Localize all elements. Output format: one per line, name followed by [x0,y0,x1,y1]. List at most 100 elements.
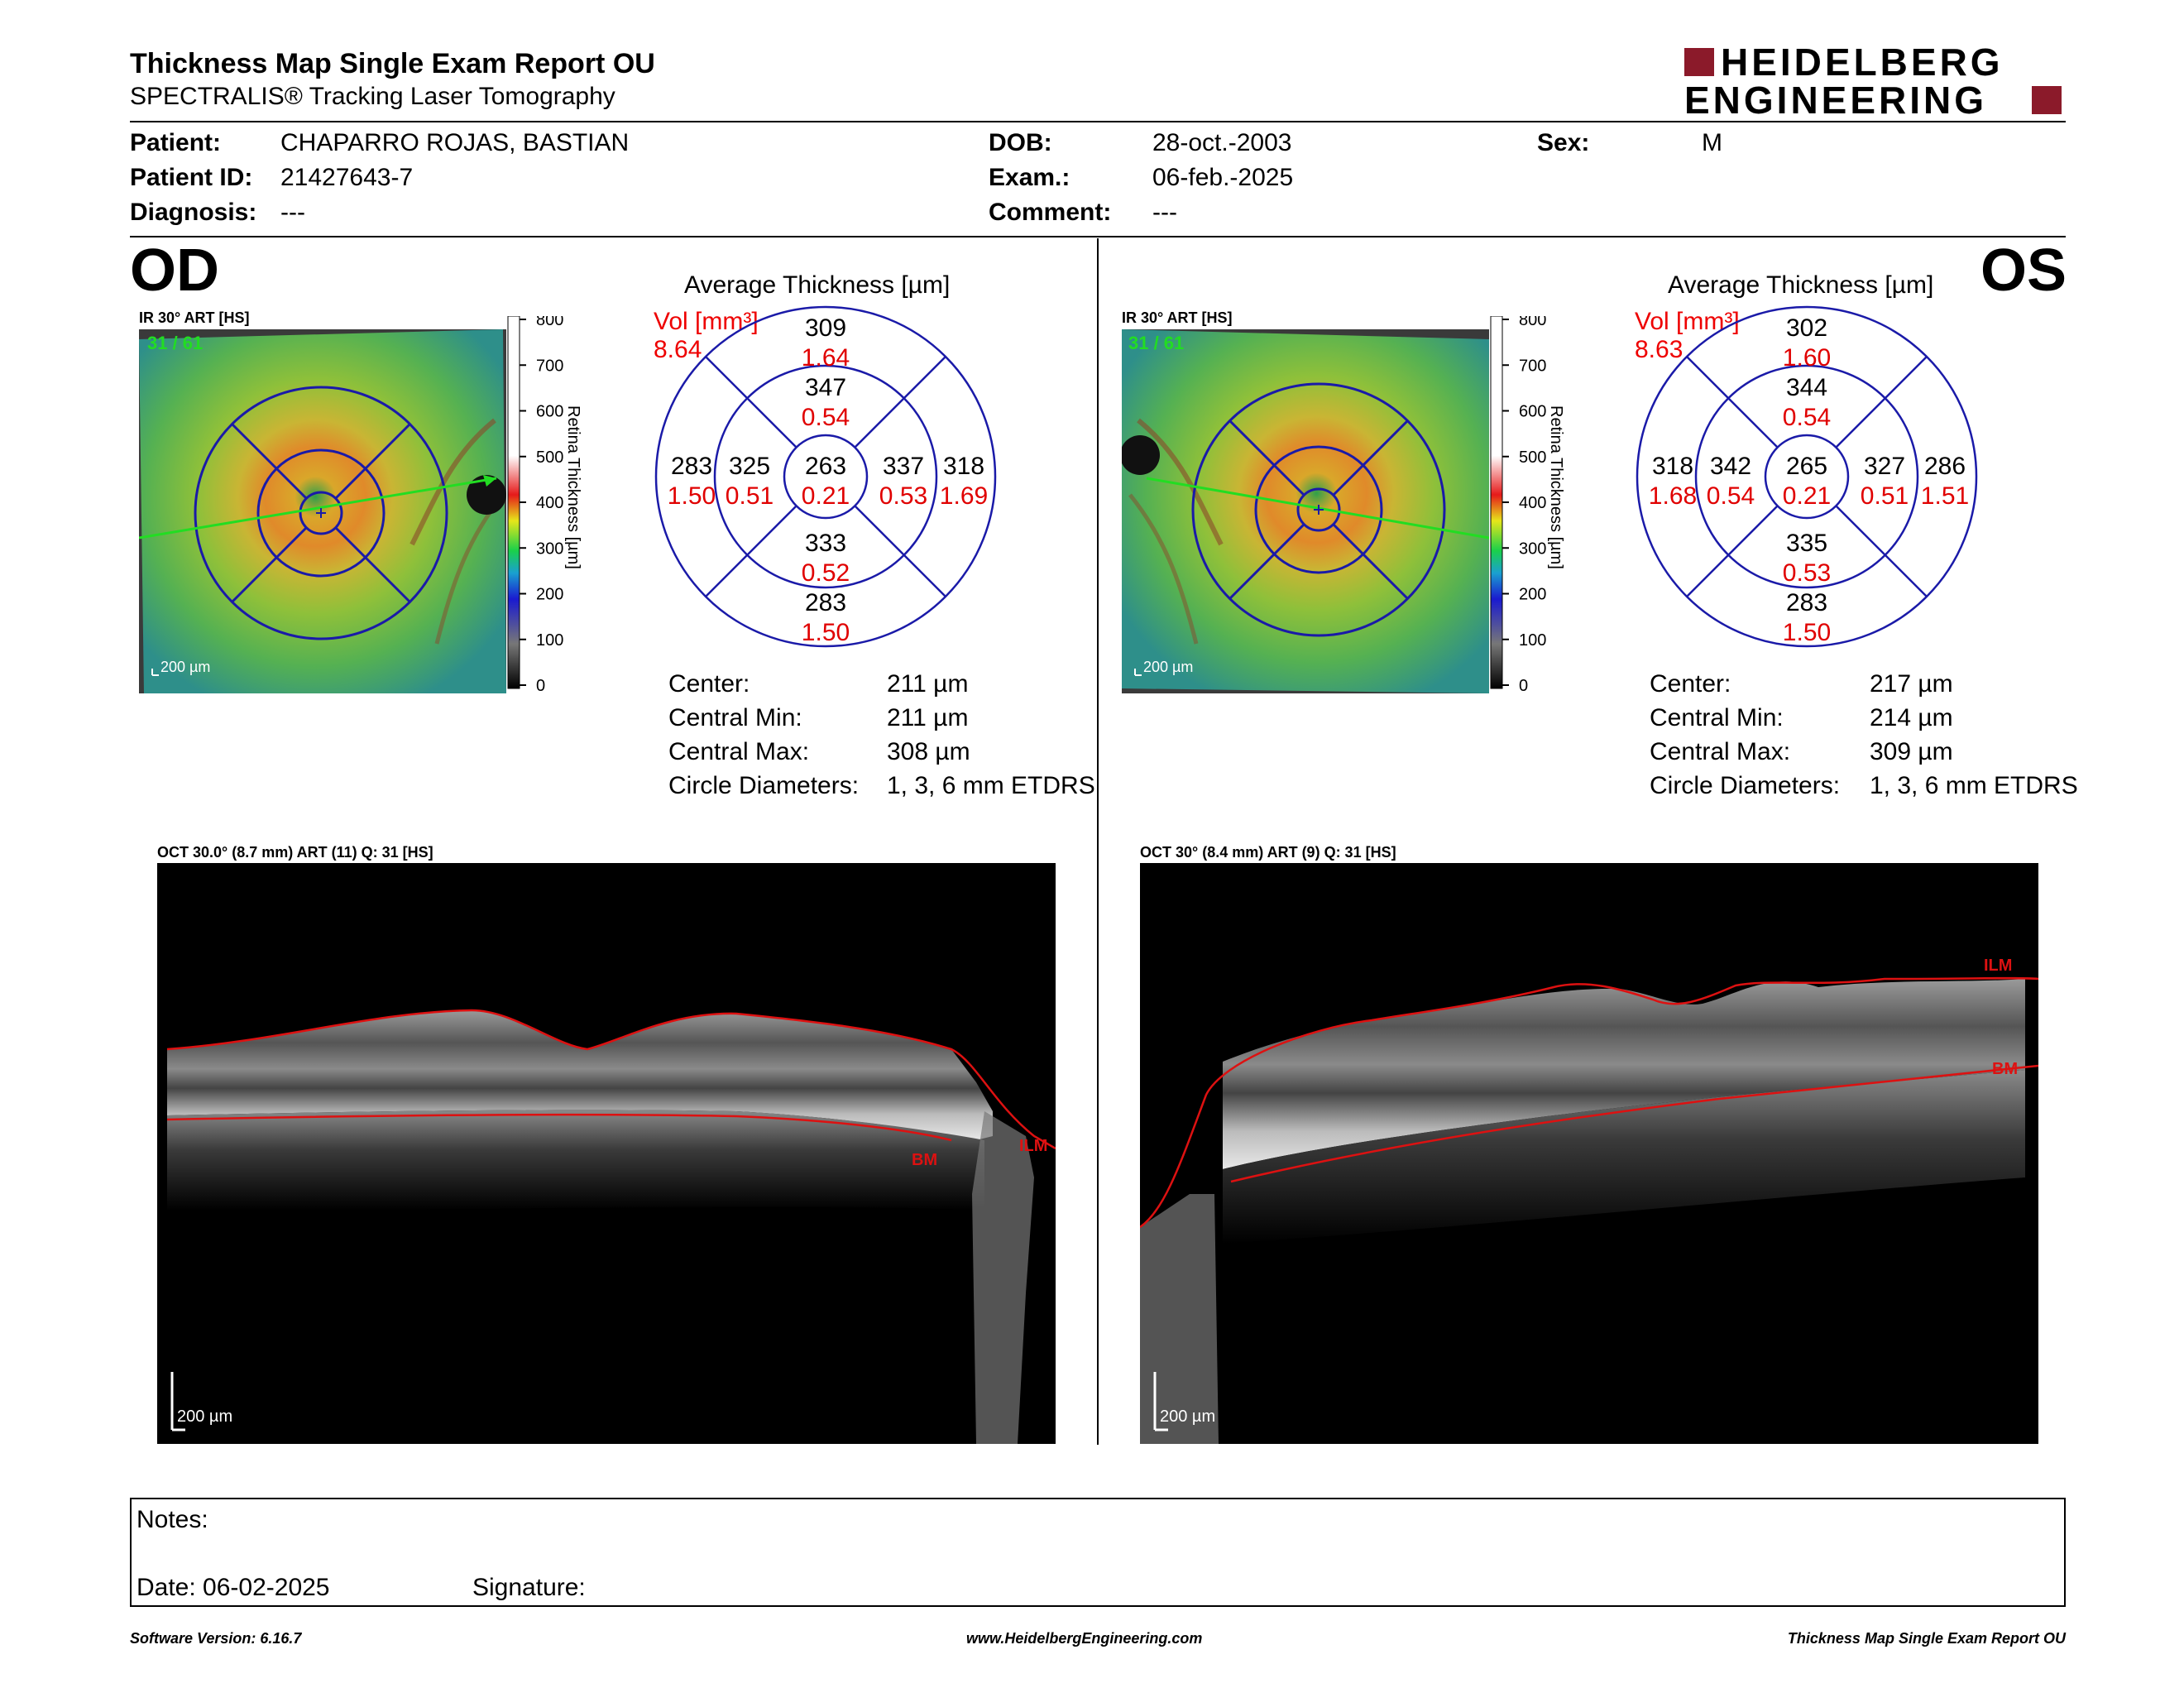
os-min-label: Central Min: [1650,704,1784,731]
patient-divider [130,236,2066,237]
scale-tick-label: 500 [1519,448,1546,467]
od-outer-sup-thickness: 309 [805,314,846,342]
os-bm-label: BM [1992,1060,2018,1078]
exam-value: 06-feb.-2025 [1152,164,1294,191]
os-ir-label: IR 30° ART [HS] [1122,309,1233,326]
comment-label: Comment: [989,199,1112,226]
od-scale-title: Retina Thickness [µm] [564,405,599,604]
od-max-label: Central Max: [668,738,810,765]
od-scan-line [139,477,497,539]
diagnosis-value: --- [280,199,305,226]
os-min-value: 214 µm [1870,704,1953,731]
scale-tick-label: 800 [536,316,563,329]
dob-label: DOB: [989,129,1052,156]
os-inner-sup-thickness: 344 [1786,374,1827,401]
od-color-scale: 800 700 600 500 400 300 200 100 0 [506,311,606,695]
exam-label: Exam.: [989,164,1070,191]
os-outer-right-thickness: 286 [1924,453,1966,480]
od-outer-right-thickness: 318 [943,453,984,480]
od-center-volume: 0.21 [802,482,850,510]
scale-tick-label: 400 [536,494,563,512]
os-outer-left-volume: 1.68 [1649,482,1697,510]
os-inner-left-volume: 0.54 [1707,482,1755,510]
os-center-label: Center: [1650,670,1731,698]
patient-label: Patient: [130,129,222,156]
od-oct-scalebar: 200 µm [177,1407,232,1426]
scale-tick-label: 700 [536,357,563,375]
signature-label: Signature: [472,1574,586,1601]
scale-tick-label: 700 [1519,357,1546,375]
od-scale-title-text: Retina Thickness [µm] [564,405,582,569]
os-inner-right-thickness: 327 [1864,453,1905,480]
od-etdrs-chart: 309 1.64 347 0.54 283 1.50 325 0.51 263 … [654,305,997,648]
os-diam-label: Circle Diameters: [1650,772,1841,799]
od-inner-left-thickness: 325 [729,453,770,480]
report-subtitle: SPECTRALIS® Tracking Laser Tomography [130,83,615,110]
od-fundus-scalebar: 200 µm [160,659,210,675]
od-outer-inf-volume: 1.50 [802,619,850,646]
od-ilm-line [166,1009,1056,1150]
os-inner-right-volume: 0.51 [1861,482,1909,510]
os-outer-right-volume: 1.51 [1921,482,1969,510]
od-outer-sup-volume: 1.64 [802,344,850,372]
os-outer-sup-volume: 1.60 [1783,344,1831,372]
os-outer-left-thickness: 318 [1652,453,1693,480]
od-max-value: 308 µm [887,738,970,765]
os-center-thickness: 265 [1786,453,1827,480]
patient-name: CHAPARRO ROJAS, BASTIAN [280,129,630,156]
os-eye-label: OS [1980,237,2067,304]
footer-software-version: Software Version: 6.16.7 [130,1630,302,1647]
os-inner-inf-thickness: 335 [1786,530,1827,557]
os-scale-title: Retina Thickness [µm] [1547,405,1582,604]
od-diam-value: 1, 3, 6 mm ETDRS [887,772,1095,799]
od-inner-left-volume: 0.51 [726,482,774,510]
footer-website[interactable]: www.HeidelbergEngineering.com [966,1630,1203,1647]
os-avg-title: Average Thickness [µm] [1668,271,1934,299]
comment-value: --- [1152,199,1177,226]
os-diam-value: 1, 3, 6 mm ETDRS [1870,772,2078,799]
os-scale-title-text: Retina Thickness [µm] [1547,405,1565,569]
od-bm-line [166,1113,952,1142]
os-inner-sup-volume: 0.54 [1783,404,1831,431]
scale-tick-label: 300 [1519,539,1546,558]
scale-tick-label: 800 [1519,316,1546,329]
os-optic-disc [1122,435,1160,475]
scale-tick-label: 400 [1519,494,1546,512]
od-inner-inf-thickness: 333 [805,530,846,557]
od-diam-label: Circle Diameters: [668,772,860,799]
logo-line-2: ENGINEERING [1684,79,1988,122]
os-inner-inf-volume: 0.53 [1783,559,1831,587]
scale-tick-label: 100 [1519,631,1546,650]
os-etdrs-chart: 302 1.60 344 0.54 318 1.68 342 0.54 265 … [1636,305,1978,648]
od-vol-total: 8.64 [654,336,702,363]
od-ir-label: IR 30° ART [HS] [139,309,250,326]
od-oct-label: OCT 30.0° (8.7 mm) ART (11) Q: 31 [HS] [157,844,433,861]
logo-line-1: HEIDELBERG [1721,41,2004,84]
od-optic-disc [467,475,506,515]
os-center-volume: 0.21 [1783,482,1831,510]
od-min-value: 211 µm [887,704,969,731]
od-inner-inf-volume: 0.52 [802,559,850,587]
os-vol-total: 8.63 [1635,336,1684,363]
od-eye-label: OD [130,237,219,304]
os-oct-bscan: ILM BM 200 µm [1140,863,2038,1444]
os-center-value: 217 µm [1870,670,1953,698]
scale-tick-label: 500 [536,448,563,467]
od-outer-left-thickness: 283 [671,453,712,480]
scale-tick-label: 0 [536,677,545,693]
sex-label: Sex: [1537,129,1590,156]
od-frames-count: 31 / 61 [147,333,203,353]
heidelberg-logo: HEIDELBERG ENGINEERING [1684,43,2065,119]
scale-tick-label: 200 [1519,586,1546,604]
os-fundus-image: 31 / 61 200 µm [1122,329,1489,693]
diagnosis-label: Diagnosis: [130,199,257,226]
footer-report-name: Thickness Map Single Exam Report OU [1787,1630,2066,1647]
date-label: Date: 06-02-2025 [136,1574,330,1601]
od-min-label: Central Min: [668,704,802,731]
od-bm-label: BM [912,1151,937,1169]
od-outer-left-volume: 1.50 [668,482,716,510]
scale-tick-label: 0 [1519,677,1528,693]
logo-square-left [1684,48,1714,76]
os-outer-sup-thickness: 302 [1786,314,1827,342]
notes-box[interactable]: Notes: Date: 06-02-2025 Signature: [130,1498,2066,1607]
